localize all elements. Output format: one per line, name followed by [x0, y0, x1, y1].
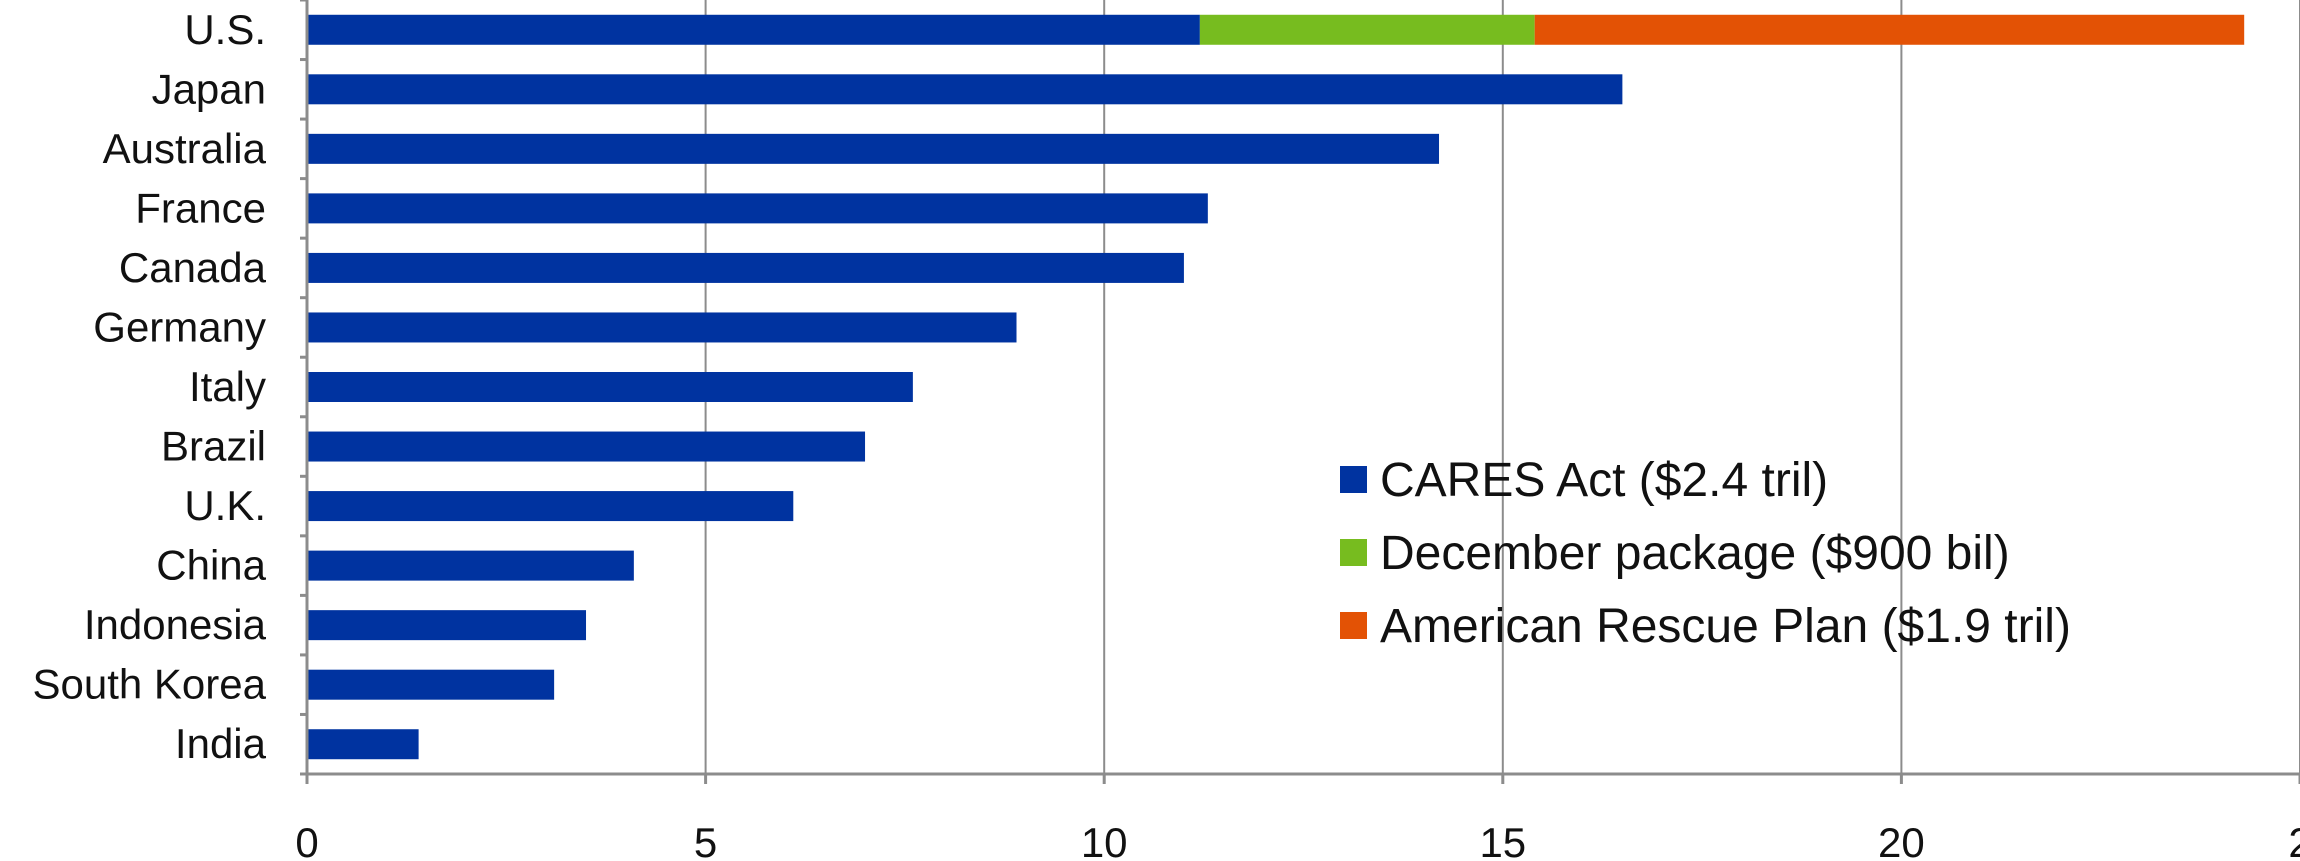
- category-label: France: [135, 184, 266, 231]
- legend: CARES Act ($2.4 tril) December package ($…: [1340, 454, 2071, 653]
- bar: [307, 550, 634, 581]
- bar: [307, 312, 1017, 343]
- category-label: South Korea: [32, 661, 266, 708]
- bar: [1199, 14, 1535, 45]
- bar: [307, 491, 794, 522]
- gridlines: [704, 0, 2300, 774]
- bar: [307, 431, 866, 462]
- bar: [307, 610, 587, 641]
- bar: [307, 729, 419, 760]
- bar: [307, 193, 1208, 224]
- legend-label: American Rescue Plan ($1.9 tril): [1380, 600, 2071, 653]
- x-tick-label: 5: [694, 819, 717, 861]
- x-tick-label: 20: [1878, 819, 1925, 861]
- category-label: Indonesia: [84, 601, 267, 648]
- category-label: Italy: [189, 363, 266, 410]
- bars: [307, 14, 2245, 760]
- legend-label: CARES Act ($2.4 tril): [1380, 454, 1828, 507]
- x-tick-label: 2: [2288, 819, 2300, 861]
- category-label: Japan: [152, 65, 266, 112]
- category-label: U.S.: [184, 6, 266, 53]
- bar: [307, 252, 1184, 283]
- bar: [1534, 14, 2245, 45]
- category-label: Brazil: [161, 423, 266, 470]
- x-tick-labels: 0 5 10 15 20 2: [295, 819, 2300, 861]
- category-label: Canada: [119, 244, 267, 291]
- bar: [307, 74, 1623, 105]
- category-label: U.K.: [184, 482, 266, 529]
- bar: [307, 133, 1440, 164]
- category-label: China: [156, 542, 266, 589]
- category-label: Australia: [103, 125, 267, 172]
- bar: [307, 372, 913, 402]
- category-label: India: [175, 720, 267, 767]
- bar: [307, 669, 555, 700]
- legend-swatch: [1340, 612, 1367, 639]
- category-labels: U.S. Japan Australia France Canada Germany Ita…: [32, 6, 266, 767]
- x-tick-label: 10: [1081, 819, 1128, 861]
- bar: [307, 14, 1200, 45]
- legend-swatch: [1340, 466, 1367, 493]
- legend-swatch: [1340, 539, 1367, 566]
- legend-label: December package ($900 bil): [1380, 527, 2010, 580]
- category-label: Germany: [93, 303, 266, 350]
- axes: [300, 0, 2300, 784]
- x-tick-label: 15: [1479, 819, 1526, 861]
- x-tick-label: 0: [295, 819, 318, 861]
